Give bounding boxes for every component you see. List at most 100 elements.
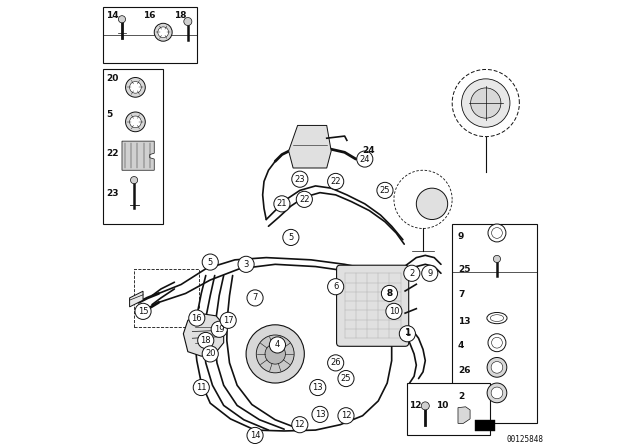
Circle shape [274, 196, 290, 212]
Text: 2: 2 [409, 269, 415, 278]
Circle shape [131, 177, 138, 184]
Text: 25: 25 [458, 265, 470, 274]
Text: 14: 14 [250, 431, 260, 440]
Text: 23: 23 [106, 189, 118, 198]
Circle shape [487, 358, 507, 377]
Circle shape [265, 344, 285, 364]
Circle shape [422, 265, 438, 281]
Circle shape [202, 254, 218, 270]
Circle shape [129, 82, 141, 93]
FancyBboxPatch shape [407, 383, 490, 435]
Circle shape [399, 326, 415, 342]
Text: 15: 15 [138, 307, 148, 316]
Text: 21: 21 [276, 199, 287, 208]
Circle shape [246, 325, 305, 383]
Text: 5: 5 [207, 258, 213, 267]
Circle shape [292, 171, 308, 187]
Text: 19: 19 [214, 325, 225, 334]
Text: 7: 7 [252, 293, 258, 302]
Polygon shape [184, 314, 224, 356]
Text: 22: 22 [330, 177, 341, 186]
Circle shape [488, 224, 506, 242]
Circle shape [492, 228, 502, 238]
Circle shape [404, 265, 420, 281]
Circle shape [488, 334, 506, 352]
Text: 1: 1 [404, 329, 410, 338]
Circle shape [421, 402, 429, 410]
Text: 24: 24 [362, 146, 375, 155]
Circle shape [154, 23, 172, 41]
Circle shape [198, 332, 214, 349]
Circle shape [269, 337, 285, 353]
Text: 24: 24 [360, 155, 370, 164]
Circle shape [220, 312, 236, 328]
Text: 2: 2 [458, 392, 464, 401]
Ellipse shape [487, 313, 507, 323]
Text: 13: 13 [458, 317, 470, 326]
Text: 13: 13 [312, 383, 323, 392]
Text: 11: 11 [196, 383, 207, 392]
Circle shape [487, 383, 507, 403]
Circle shape [491, 362, 503, 373]
Circle shape [296, 191, 312, 207]
Circle shape [491, 387, 503, 399]
FancyBboxPatch shape [452, 224, 538, 423]
Circle shape [247, 290, 263, 306]
Circle shape [492, 337, 502, 348]
Text: 17: 17 [223, 316, 234, 325]
Circle shape [386, 303, 402, 319]
Circle shape [118, 16, 125, 23]
Circle shape [470, 88, 501, 118]
Text: 22: 22 [106, 149, 118, 158]
Text: 00125848: 00125848 [506, 435, 543, 444]
Circle shape [292, 417, 308, 433]
Circle shape [377, 182, 393, 198]
Circle shape [461, 79, 510, 127]
Circle shape [338, 408, 354, 424]
Text: 3: 3 [243, 260, 249, 269]
Text: 9: 9 [458, 232, 465, 241]
Polygon shape [289, 125, 332, 168]
Text: 18: 18 [174, 11, 187, 20]
Circle shape [125, 112, 145, 132]
Text: 1: 1 [404, 328, 410, 337]
Circle shape [135, 303, 151, 319]
Circle shape [189, 310, 205, 326]
Ellipse shape [490, 314, 504, 322]
Text: 26: 26 [458, 366, 470, 375]
Text: 4: 4 [275, 340, 280, 349]
Text: 20: 20 [106, 74, 118, 83]
Circle shape [416, 188, 448, 220]
Text: 9: 9 [427, 269, 433, 278]
Circle shape [312, 406, 328, 422]
Text: 25: 25 [380, 186, 390, 195]
Text: 5: 5 [106, 110, 112, 119]
Circle shape [247, 427, 263, 444]
Circle shape [310, 379, 326, 396]
Circle shape [338, 370, 354, 387]
Text: 22: 22 [299, 195, 310, 204]
Text: 16: 16 [143, 11, 156, 20]
Text: 4: 4 [458, 341, 465, 350]
Circle shape [256, 335, 294, 373]
Circle shape [493, 255, 500, 263]
Circle shape [381, 285, 397, 302]
Circle shape [211, 321, 227, 337]
Circle shape [328, 173, 344, 190]
Text: 18: 18 [200, 336, 211, 345]
Circle shape [158, 27, 168, 38]
FancyBboxPatch shape [103, 69, 163, 224]
Text: 13: 13 [315, 410, 325, 419]
FancyBboxPatch shape [475, 420, 495, 431]
Text: 8: 8 [387, 289, 392, 298]
Text: 6: 6 [333, 282, 339, 291]
Text: 20: 20 [205, 349, 216, 358]
Text: 26: 26 [330, 358, 341, 367]
Polygon shape [122, 141, 154, 170]
Polygon shape [458, 407, 470, 423]
Circle shape [202, 346, 218, 362]
Circle shape [238, 256, 254, 272]
Text: 12: 12 [340, 411, 351, 420]
Text: 14: 14 [106, 11, 118, 20]
Text: 10: 10 [436, 401, 448, 410]
